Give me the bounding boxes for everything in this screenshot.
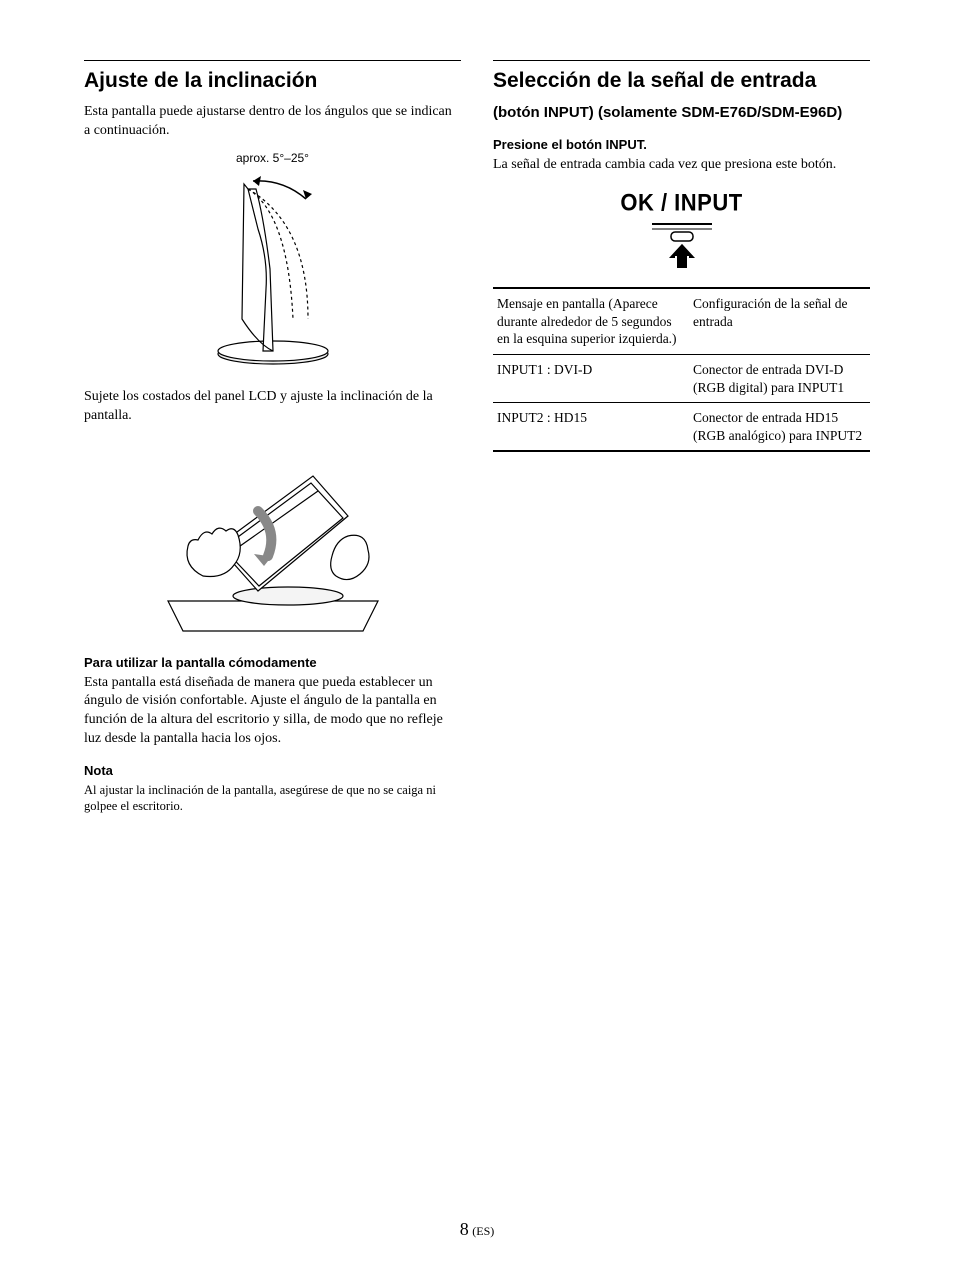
- comfort-body: Esta pantalla está diseñada de manera qu…: [84, 674, 461, 750]
- table-row: INPUT1 : DVI-D Conector de entrada DVI-D…: [493, 355, 870, 403]
- press-body: La señal de entrada cambia cada vez que …: [493, 156, 870, 175]
- table-row: INPUT2 : HD15 Conector de entrada HD15 (…: [493, 403, 870, 452]
- table-header-left: Mensaje en pantalla (Aparece durante alr…: [493, 288, 689, 354]
- left-intro: Esta pantalla puede ajustarse dentro de …: [84, 103, 461, 141]
- table-cell: INPUT2 : HD15: [493, 403, 689, 452]
- tilt-figure: aprox. 5°–25°: [84, 151, 461, 374]
- monitor-tilt-icon: [198, 169, 348, 369]
- page-number: 8 (ES): [0, 1219, 954, 1240]
- right-subtitle: (botón INPUT) (solamente SDM-E76D/SDM-E9…: [493, 103, 870, 123]
- input-signal-table: Mensaje en pantalla (Aparece durante alr…: [493, 287, 870, 452]
- page-num-suffix: (ES): [472, 1224, 494, 1238]
- table-cell: Conector de entrada HD15 (RGB analógico)…: [689, 403, 870, 452]
- grip-text: Sujete los costados del panel LCD y ajus…: [84, 388, 461, 426]
- input-button-icon: [647, 222, 717, 272]
- ok-input-label: OK / INPUT: [620, 189, 742, 218]
- comfort-heading: Para utilizar la pantalla cómodamente: [84, 655, 461, 670]
- left-title: Ajuste de la inclinación: [84, 69, 461, 93]
- right-column: Selección de la señal de entrada (botón …: [493, 60, 870, 821]
- table-cell: INPUT1 : DVI-D: [493, 355, 689, 403]
- table-header-right: Configuración de la señal de entrada: [689, 288, 870, 354]
- ok-input-figure: OK / INPUT: [493, 190, 870, 277]
- press-heading: Presione el botón INPUT.: [493, 137, 870, 152]
- adjust-figure: [84, 436, 461, 641]
- monitor-hands-icon: [163, 436, 383, 636]
- left-column: Ajuste de la inclinación Esta pantalla p…: [84, 60, 461, 821]
- table-header-row: Mensaje en pantalla (Aparece durante alr…: [493, 288, 870, 354]
- section-rule: [84, 60, 461, 61]
- table-cell: Conector de entrada DVI-D (RGB digital) …: [689, 355, 870, 403]
- note-body: Al ajustar la inclinación de la pantalla…: [84, 782, 461, 815]
- right-title: Selección de la señal de entrada: [493, 69, 870, 93]
- note-label: Nota: [84, 763, 461, 778]
- angle-label: aprox. 5°–25°: [84, 151, 461, 165]
- section-rule: [493, 60, 870, 61]
- page-num-value: 8: [460, 1219, 469, 1239]
